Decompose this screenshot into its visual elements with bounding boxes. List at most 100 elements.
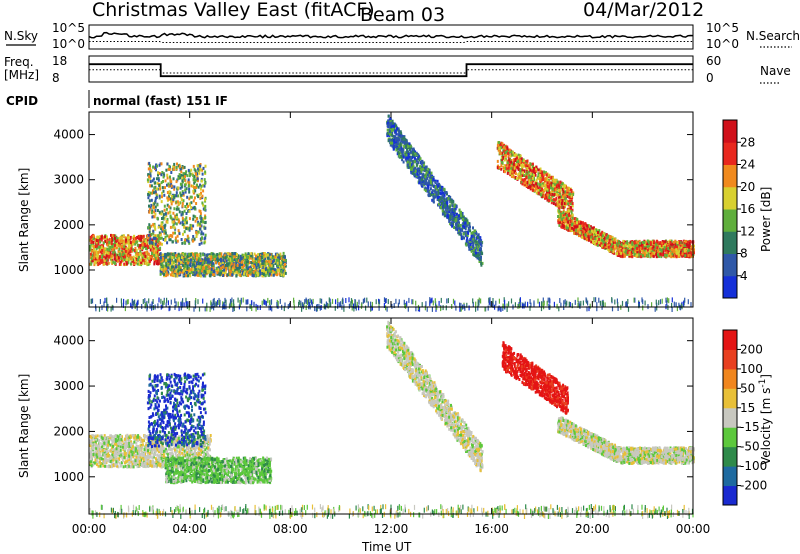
- power-data-cell: [197, 220, 200, 224]
- power-data-cell: [122, 256, 125, 259]
- power-data-cell: [110, 254, 113, 258]
- power-data-cell: [129, 257, 132, 261]
- power-data-cell: [181, 210, 184, 214]
- power-data-cell: [432, 175, 435, 179]
- power-data-cell: [568, 186, 570, 190]
- power-data-cell: [571, 204, 574, 208]
- power-data-cell: [152, 237, 155, 240]
- power-data-cell: [149, 180, 152, 184]
- power-data-cell: [152, 206, 155, 210]
- power-data-cell: [154, 248, 157, 252]
- power-data-cell: [149, 237, 152, 241]
- power-data-cell: [239, 259, 242, 263]
- power-data-cell: [398, 152, 400, 156]
- power-data-cell: [441, 194, 444, 198]
- power-data-cell: [166, 162, 169, 166]
- power-data-cell: [241, 253, 244, 257]
- power-data-cell: [168, 252, 171, 256]
- power-data-cell: [93, 253, 96, 257]
- power-data-cell: [220, 252, 223, 256]
- power-data-cell: [222, 255, 225, 259]
- power-data-cell: [260, 255, 263, 259]
- power-data-cell: [233, 269, 236, 273]
- power-data-cell: [164, 235, 167, 239]
- power-data-cell: [537, 172, 540, 176]
- power-data-cell: [150, 258, 152, 262]
- power-data-cell: [97, 240, 100, 244]
- power-data-cell: [431, 183, 434, 187]
- power-data-cell: [148, 204, 150, 208]
- power-data-cell: [162, 238, 165, 241]
- power-data-cell: [157, 234, 160, 238]
- power-data-cell: [264, 265, 267, 269]
- power-data-cell: [150, 233, 153, 236]
- power-data-cell: [448, 219, 451, 223]
- power-data-cell: [175, 194, 178, 198]
- power-data-cell: [461, 235, 464, 239]
- power-data-cell: [181, 256, 183, 260]
- power-data-cell: [185, 274, 187, 278]
- power-data-cell: [220, 259, 222, 263]
- power-data-cell: [145, 251, 148, 255]
- power-data-cell: [414, 166, 416, 170]
- power-data-cell: [212, 258, 215, 262]
- power-data-cell: [199, 196, 202, 200]
- power-data-cell: [404, 151, 407, 155]
- power-data-cell: [129, 241, 132, 244]
- power-data-cell: [178, 232, 181, 236]
- power-data-cell: [472, 231, 474, 235]
- power-data-cell: [535, 168, 537, 172]
- power-data-cell: [204, 164, 207, 168]
- power-data-cell: [476, 243, 479, 247]
- power-data-cell: [427, 167, 430, 171]
- power-data-cell: [389, 117, 392, 121]
- power-data-cell: [191, 172, 194, 176]
- power-data-cell: [227, 252, 230, 256]
- power-data-cell: [464, 234, 467, 238]
- power-data-cell: [153, 260, 156, 264]
- power-data-cell: [139, 243, 142, 247]
- power-data-cell: [145, 247, 148, 251]
- power-data-cell: [183, 230, 186, 234]
- power-data-cell: [99, 259, 102, 263]
- power-data-cell: [548, 180, 551, 184]
- power-data-cell: [399, 142, 402, 146]
- power-data-cell: [176, 178, 179, 182]
- power-data-cell: [257, 258, 260, 262]
- power-data-cell: [204, 221, 207, 225]
- power-data-cell: [175, 240, 178, 244]
- power-data-cell: [510, 175, 513, 178]
- power-data-cell: [503, 145, 506, 149]
- power-data-cell: [160, 236, 163, 240]
- power-data-cell: [469, 229, 472, 233]
- power-data-cell: [175, 215, 178, 219]
- power-data-cell: [475, 232, 478, 236]
- power-data-cell: [147, 256, 150, 260]
- power-data-cell: [180, 260, 182, 264]
- power-data-cell: [193, 181, 196, 185]
- power-data-cell: [554, 198, 557, 202]
- power-data-cell: [189, 274, 192, 278]
- power-data-cell: [208, 273, 211, 277]
- power-data-cell: [95, 244, 98, 248]
- power-data-cell: [212, 262, 215, 266]
- power-data-cell: [122, 234, 125, 238]
- power-data-cell: [272, 264, 275, 268]
- power-data-cell: [112, 242, 115, 246]
- power-data-cell: [431, 198, 434, 202]
- power-data-cell: [203, 184, 206, 188]
- power-data-cell: [512, 162, 515, 166]
- power-data-cell: [545, 196, 548, 200]
- power-data-cell: [200, 184, 203, 188]
- power-data-cell: [181, 269, 184, 272]
- power-data-cell: [418, 175, 421, 179]
- power-data-cell: [161, 221, 164, 225]
- power-data-cell: [270, 270, 273, 274]
- power-data-cell: [92, 242, 95, 246]
- power-data-cell: [539, 178, 542, 182]
- power-data-cell: [225, 263, 228, 266]
- power-data-cell: [237, 259, 240, 263]
- power-data-cell: [202, 232, 205, 236]
- nsearch-series-line: [89, 41, 693, 43]
- power-data-cell: [264, 252, 266, 256]
